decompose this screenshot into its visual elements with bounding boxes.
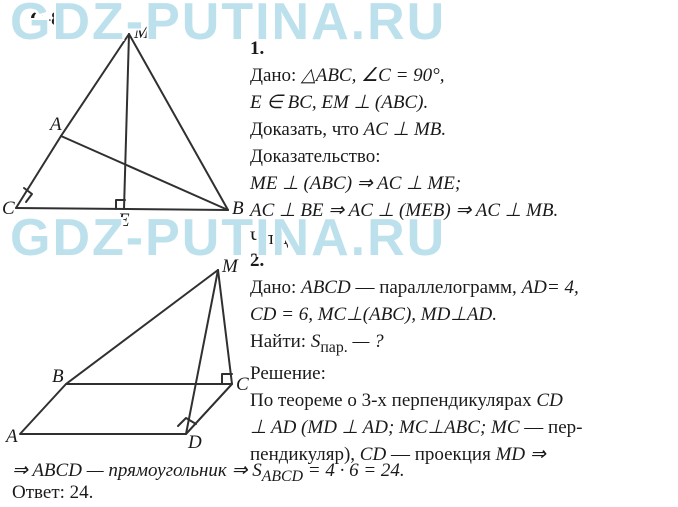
problem-2-answer: Ответ: 24. [12, 482, 93, 504]
p1-l2: E ∈ BC, EM ⊥ (ABC). [250, 92, 428, 113]
p2-l4: Решение: [250, 363, 326, 384]
fig2-label-B: B [52, 366, 64, 388]
fig1-label-E: E [118, 210, 130, 232]
fig2-label-M: M [222, 256, 238, 278]
p1-l4: Доказательство: [250, 146, 381, 167]
p2-l1-a: Дано: [250, 277, 301, 298]
fig1-label-B: B [232, 198, 244, 220]
fig2-label-A: A [6, 426, 18, 448]
p2-l1-b: ABCD [301, 277, 351, 298]
p2-l5-a: По теореме о 3-х перпендикулярах [250, 390, 536, 411]
fig2-label-D: D [188, 432, 202, 454]
p2-l3-a: Найти: [250, 331, 311, 352]
p2-l7-c: MD ⇒ [496, 444, 546, 465]
answer-label: Ответ: [12, 482, 65, 503]
fig2-label-C: C [236, 374, 249, 396]
problem-1-text: 1. Дано: △ABC, ∠C = 90°, E ∈ BC, EM ⊥ (A… [250, 36, 670, 253]
figure-1: M A C E B [6, 28, 242, 228]
p1-l7: Ч.т.д. [250, 228, 293, 249]
problem-1-num: 1. [250, 38, 264, 59]
figure-2: M B C A D [6, 262, 242, 452]
p1-l1-b: ABC [316, 65, 352, 86]
p2-l3-b: S [311, 331, 321, 352]
p2-l5-b: CD [536, 390, 562, 411]
problem-2-text: 2. Дано: ABCD — параллелограмм, AD= 4, C… [250, 248, 670, 469]
p1-l3-a: Доказать, что [250, 119, 364, 140]
p1-l3-b: AC ⊥ MB. [364, 119, 447, 140]
fig1-label-C: C [2, 198, 15, 220]
p1-l5: ME ⊥ (ABC) ⇒ AC ⊥ ME; [250, 173, 461, 194]
problem-2-num: 2. [250, 250, 264, 271]
p2-l2: CD = 6, MC⊥(ABC), MD⊥AD. [250, 304, 497, 325]
fig1-label-A: A [50, 114, 62, 136]
p1-l1-a: Дано: [250, 65, 301, 86]
p2-l6: ⊥ AD (MD ⊥ AD; MC⊥ABC; MC [250, 417, 520, 438]
answer-value: 24. [70, 482, 94, 503]
p1-l1-c: C [378, 65, 391, 86]
p1-l6: AC ⊥ BE ⇒ AC ⊥ (MEB) ⇒ AC ⊥ MB. [250, 200, 558, 221]
fig1-label-M: M [134, 22, 150, 44]
p2-l1-c: AD [522, 277, 547, 298]
